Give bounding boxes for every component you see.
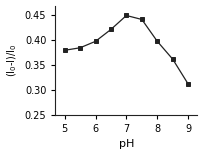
Y-axis label: (I$_0$-I)/I$_0$: (I$_0$-I)/I$_0$ — [5, 43, 19, 77]
X-axis label: pH: pH — [118, 140, 134, 149]
